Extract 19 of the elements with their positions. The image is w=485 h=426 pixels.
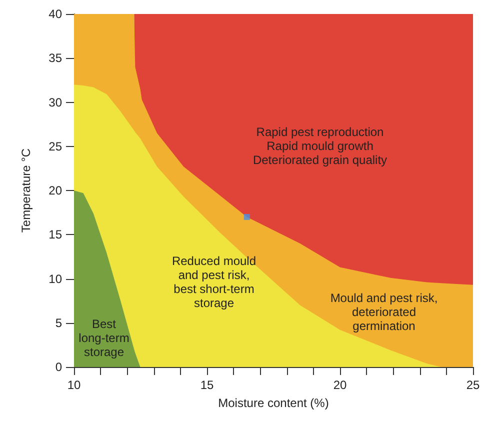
y-tick-label: 40 (48, 7, 62, 21)
annotation: Mould and pest risk, deteriorated germination (330, 291, 438, 333)
annotation: Rapid pest reproduction Rapid mould growth Deteriorated grain quality (252, 125, 388, 167)
y-tick-label: 35 (48, 51, 62, 66)
y-tick-label: 25 (48, 139, 62, 154)
y-tick-label: 20 (48, 184, 62, 198)
annotation: Reduced mould and pest risk, best short-term storage (172, 254, 256, 310)
x-tick-label: 20 (333, 378, 347, 392)
x-axis-title: Moisture content (%) (218, 396, 329, 410)
x-tick-label: 10 (67, 378, 81, 392)
y-axis-title: Temperature °C (19, 148, 33, 233)
annotation: Best long-term storage (78, 317, 130, 359)
y-tick-label: 0 (55, 360, 62, 374)
y-tick-label: 30 (48, 95, 62, 110)
x-tick-label: 15 (200, 378, 214, 392)
y-tick-label: 15 (48, 228, 62, 242)
y-tick-label: 10 (48, 272, 62, 286)
x-tick-label: 25 (466, 378, 480, 392)
y-tick-label: 5 (55, 316, 62, 330)
